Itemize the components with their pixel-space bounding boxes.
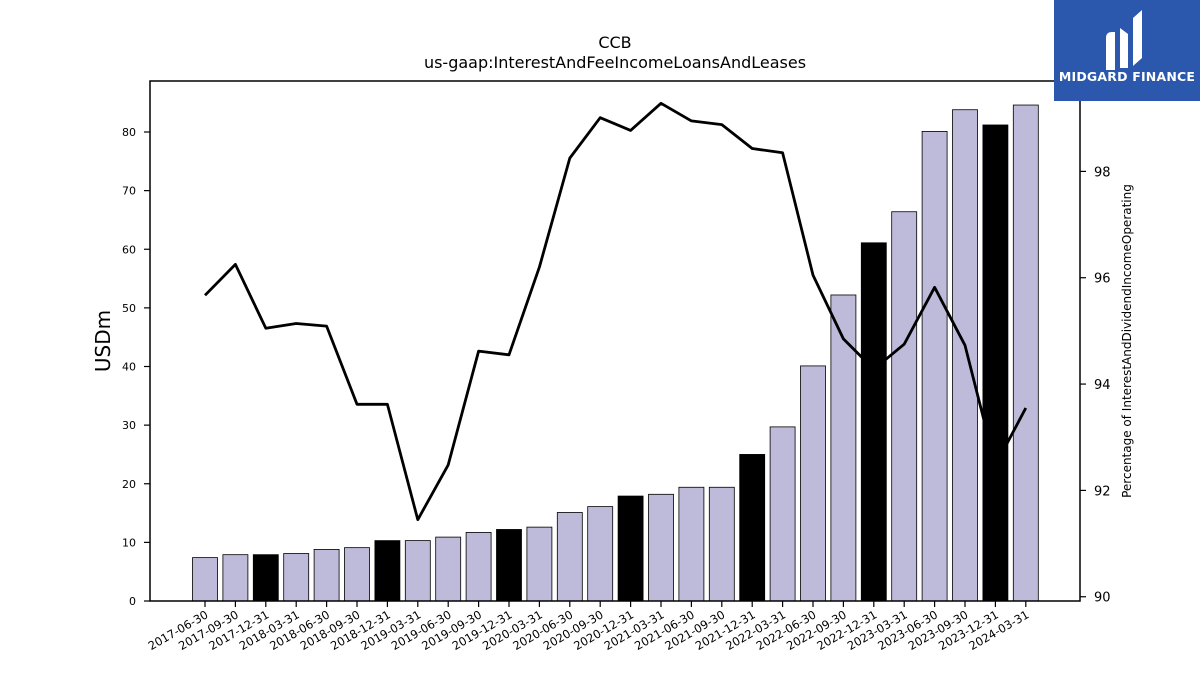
bar-2017-06-30 <box>192 557 218 602</box>
y2-axis-label: Percentage of InterestAndDividendIncomeO… <box>1120 184 1134 498</box>
bar-2021-06-30 <box>678 486 705 602</box>
bar-2023-06-30 <box>921 131 948 602</box>
y-tick-label: 40 <box>122 361 136 374</box>
y-axis-label: USDm <box>91 310 115 372</box>
bars-group <box>192 104 1039 602</box>
bar-2020-03-31 <box>526 526 553 602</box>
bar-2024-03-31 <box>1012 104 1039 602</box>
y-tick-label: 30 <box>122 419 136 432</box>
bar-2019-06-30 <box>435 536 462 602</box>
bar-2020-06-30 <box>556 512 583 602</box>
bar-2022-09-30 <box>830 294 857 602</box>
bar-2018-12-31 <box>374 540 401 602</box>
bar-2023-09-30 <box>952 109 978 602</box>
bar-2020-09-30 <box>587 506 614 602</box>
bar-2021-09-30 <box>708 486 735 602</box>
y-tick-label: 80 <box>122 126 136 139</box>
y2-axis: 90 92 94 96 98 <box>1080 165 1111 606</box>
bar-2022-06-30 <box>800 365 826 602</box>
percentage-line <box>204 101 1028 522</box>
bar-2018-03-31 <box>283 553 310 602</box>
y-tick-label: 10 <box>122 536 136 549</box>
y-tick-label: 70 <box>122 185 136 198</box>
bar-2021-12-31 <box>739 454 766 602</box>
y-axis: 0 10 20 30 40 50 60 70 80 <box>122 126 150 608</box>
y2-tick-label: 94 <box>1094 378 1111 393</box>
bar-2019-09-30 <box>465 532 492 602</box>
chart-subtitle: us-gaap:InterestAndFeeIncomeLoansAndLeas… <box>424 53 806 72</box>
bar-2023-12-31 <box>982 124 1009 602</box>
line-group <box>204 101 1028 522</box>
bar-2021-03-31 <box>648 493 674 602</box>
x-axis: 2017-06-302017-09-302017-12-312018-03-31… <box>146 601 1031 653</box>
midgard-logo-icon <box>1106 10 1142 70</box>
bar-2023-03-31 <box>891 211 918 602</box>
y-tick-label: 20 <box>122 478 136 491</box>
bar-2022-12-31 <box>860 242 887 602</box>
y2-tick-label: 90 <box>1094 591 1111 606</box>
bar-2022-03-31 <box>769 426 796 602</box>
logo-text: MIDGARD FINANCE <box>1058 69 1196 84</box>
bar-2019-03-31 <box>404 540 431 602</box>
plot-frame <box>149 80 1081 602</box>
chart-title: CCB <box>598 33 631 52</box>
bar-2020-12-31 <box>617 495 644 602</box>
bar-2017-09-30 <box>222 554 249 602</box>
bar-2018-09-30 <box>344 547 370 602</box>
y-tick-label: 50 <box>122 302 136 315</box>
y-tick-label: 60 <box>122 243 136 256</box>
y2-tick-label: 96 <box>1094 272 1111 287</box>
y2-tick-label: 98 <box>1094 165 1111 180</box>
bar-2017-12-31 <box>252 554 279 602</box>
y2-tick-label: 92 <box>1094 484 1111 499</box>
brand-logo: MIDGARD FINANCE <box>1054 0 1200 101</box>
y-tick-label: 0 <box>129 595 136 608</box>
bar-2019-12-31 <box>496 529 522 602</box>
bar-2018-06-30 <box>313 549 340 602</box>
